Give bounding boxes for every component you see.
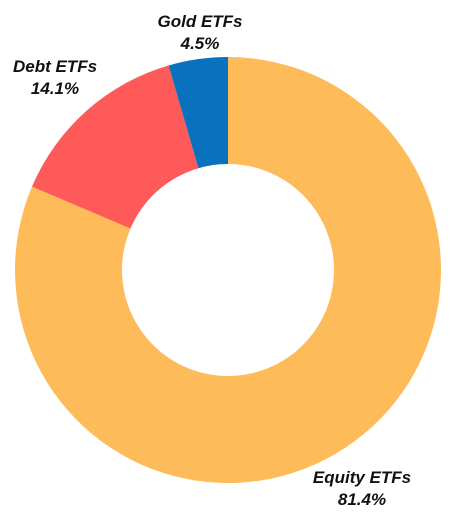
slice-value-debt-etfs: 14.1% xyxy=(31,79,79,98)
slice-label-gold-etfs: Gold ETFs xyxy=(158,12,243,31)
slice-equity-etfs xyxy=(14,57,441,483)
slice-labels: Equity ETFs 81.4% Debt ETFs 14.1% Gold ETFs 4… xyxy=(13,12,411,509)
slice-label-equity-etfs: Equity ETFs xyxy=(313,468,411,487)
slice-debt-etfs xyxy=(31,65,199,229)
slice-gold-etfs xyxy=(168,57,228,169)
donut-slices xyxy=(14,57,441,483)
slice-value-equity-etfs: 81.4% xyxy=(338,490,386,509)
slice-label-debt-etfs: Debt ETFs xyxy=(13,57,97,76)
slice-value-gold-etfs: 4.5% xyxy=(180,34,220,53)
